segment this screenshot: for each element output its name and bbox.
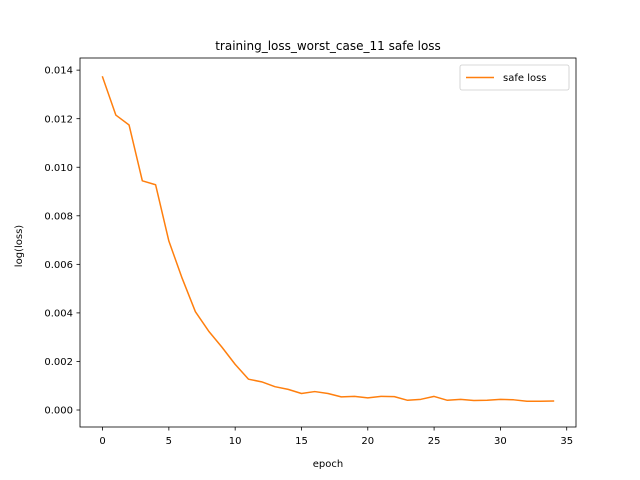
x-tick-label-1: 5: [166, 436, 172, 447]
x-tick-label-7: 35: [560, 436, 573, 447]
plot-area: 0 5 10 15 20 25 30 35 0.000 0.002 0.004 0.006 0.008 0…: [44, 57, 577, 447]
x-tick-label-3: 15: [295, 436, 308, 447]
x-tick-label-6: 30: [494, 436, 507, 447]
x-tick-label-4: 20: [361, 436, 374, 447]
axes-frame: [79, 57, 577, 428]
x-tick-label-2: 10: [229, 436, 242, 447]
y-tick-label-2: 0.004: [44, 309, 73, 320]
y-tick-label-7: 0.014: [44, 66, 73, 77]
legend: safe loss: [459, 64, 570, 91]
y-tick-label-3: 0.006: [44, 260, 73, 271]
y-tick-label-5: 0.010: [44, 163, 73, 174]
y-tick-label-1: 0.002: [44, 357, 73, 368]
x-axis-title: epoch: [313, 459, 343, 470]
y-tick-label-0: 0.000: [44, 406, 73, 417]
y-axis-title: log(loss): [14, 225, 25, 267]
y-tick-label-4: 0.008: [44, 211, 73, 222]
x-tick-label-0: 0: [99, 436, 105, 447]
chart-title: training_loss_worst_case_11 safe loss: [215, 39, 441, 53]
y-tick-label-6: 0.012: [44, 114, 73, 125]
legend-label-0: safe loss: [503, 73, 547, 84]
series-line-0: [101, 75, 555, 403]
legend-box: [459, 64, 570, 91]
x-tick-label-5: 25: [428, 436, 441, 447]
